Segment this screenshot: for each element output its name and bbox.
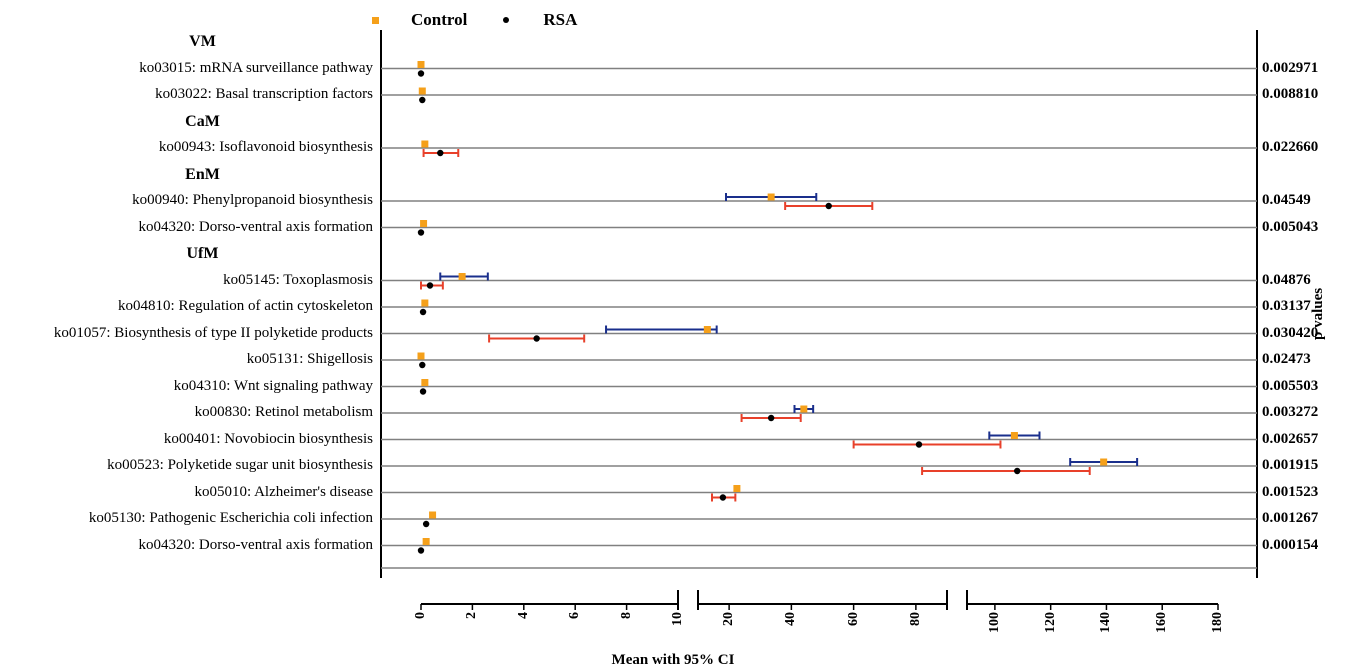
row-3-9-rsa-point (422, 520, 430, 528)
control-legend-label: Control (411, 10, 468, 29)
group-label-vm: VM (189, 33, 216, 50)
row-3-8-rsa-point (719, 494, 727, 501)
row-3-1-control-point (421, 299, 429, 307)
row-3-10-rsa-point (417, 547, 425, 554)
row-3-8-p-value: 0.001523 (1262, 483, 1319, 500)
row-3-10-control-point (422, 538, 430, 545)
group-label-cam: CaM (185, 112, 220, 130)
row-3-6-label: ko00401: Novobiocin biosynthesis (163, 430, 373, 447)
row-1-0-control-point (421, 140, 429, 148)
row-1-0-rsa-point (437, 149, 444, 157)
row-2-0-control-point (767, 193, 775, 201)
row-2-1-label: ko04320: Dorso-ventral axis formation (138, 218, 373, 235)
row-2-1-control-point (420, 220, 428, 227)
legend: Control RSA (372, 10, 577, 30)
row-2-0-label: ko00940: Phenylpropanoid biosynthesis (132, 192, 373, 208)
row-3-7-control-point (1100, 458, 1108, 466)
row-3-2-p-value: 0.030420 (1262, 324, 1319, 341)
row-3-4-control-point (421, 379, 429, 386)
row-3-6-p-value: 0.002657 (1262, 430, 1319, 447)
row-3-0-p-value: 0.04876 (1262, 271, 1311, 288)
control-legend-marker (372, 16, 379, 24)
y-axis-right-label: p values (1310, 287, 1326, 340)
row-3-6-rsa-point (915, 441, 923, 448)
row-3-1-p-value: 0.03137 (1262, 298, 1311, 314)
row-3-10-label: ko04320: Dorso-ventral axis formation (138, 536, 373, 553)
row-3-4-label: ko04310: Wnt signaling pathway (173, 377, 373, 394)
row-3-0-label: ko05145: Toxoplasmosis (223, 271, 373, 288)
group-label-enm: EnM (185, 165, 220, 183)
row-3-3-p-value: 0.02473 (1262, 351, 1311, 367)
row-3-5-label: ko00830: Retinol metabolism (194, 404, 373, 420)
row-3-8-control-point (733, 485, 741, 492)
row-3-7-p-value: 0.001915 (1262, 457, 1319, 473)
row-3-9-p-value: 0.001267 (1262, 510, 1319, 526)
row-0-1-rsa-point (419, 96, 426, 104)
row-2-0-p-value: 0.04549 (1262, 192, 1311, 208)
rsa-legend-marker (503, 17, 510, 23)
group-label-ufm: UfM (186, 245, 219, 262)
row-3-7-label: ko00523: Polyketide sugar unit biosynthe… (107, 457, 373, 473)
row-3-5-control-point (800, 405, 808, 413)
row-3-1-rsa-point (419, 308, 427, 316)
row-3-10-p-value: 0.000154 (1262, 536, 1319, 553)
row-3-3-control-point (417, 352, 425, 360)
x-axis-label: Mean with 95% CI (611, 652, 735, 668)
rsa-legend-label: RSA (543, 10, 578, 29)
row-3-0-control-point (458, 273, 466, 280)
row-3-2-label: ko01057: Biosynthesis of type II polyket… (53, 324, 373, 341)
row-3-3-rsa-point (419, 361, 426, 369)
row-3-7-rsa-point (1014, 467, 1021, 475)
row-3-5-p-value: 0.003272 (1262, 404, 1319, 420)
row-0-0-p-value: 0.002971 (1262, 59, 1319, 76)
row-0-0-rsa-point (417, 70, 425, 77)
row-1-0-p-value: 0.022660 (1262, 139, 1319, 155)
row-3-5-rsa-point (767, 414, 775, 422)
row-3-6-control-point (1010, 432, 1018, 439)
row-3-2-control-point (703, 326, 711, 333)
row-3-3-label: ko05131: Shigellosis (246, 351, 373, 367)
row-3-2-rsa-point (533, 335, 540, 342)
row-0-0-label: ko03015: mRNA surveillance pathway (139, 59, 373, 76)
row-0-1-control-point (418, 87, 426, 95)
row-0-0-control-point (417, 61, 425, 68)
row-0-1-p-value: 0.008810 (1262, 86, 1319, 102)
row-3-8-label: ko05010: Alzheimer's disease (194, 483, 374, 500)
row-3-0-rsa-point (426, 282, 434, 289)
row-2-1-rsa-point (417, 229, 425, 236)
row-3-4-p-value: 0.005503 (1262, 377, 1319, 394)
row-2-0-rsa-point (825, 202, 832, 210)
row-1-0-label: ko00943: Isoflavonoid biosynthesis (158, 139, 373, 155)
row-3-9-control-point (429, 511, 437, 519)
row-2-1-p-value: 0.005043 (1262, 218, 1319, 235)
row-3-9-label: ko05130: Pathogenic Escherichia coli inf… (88, 510, 373, 526)
row-3-4-rsa-point (419, 388, 427, 395)
row-0-1-label: ko03022: Basal transcription factors (155, 86, 373, 102)
row-3-1-label: ko04810: Regulation of actin cytoskeleto… (118, 298, 373, 314)
